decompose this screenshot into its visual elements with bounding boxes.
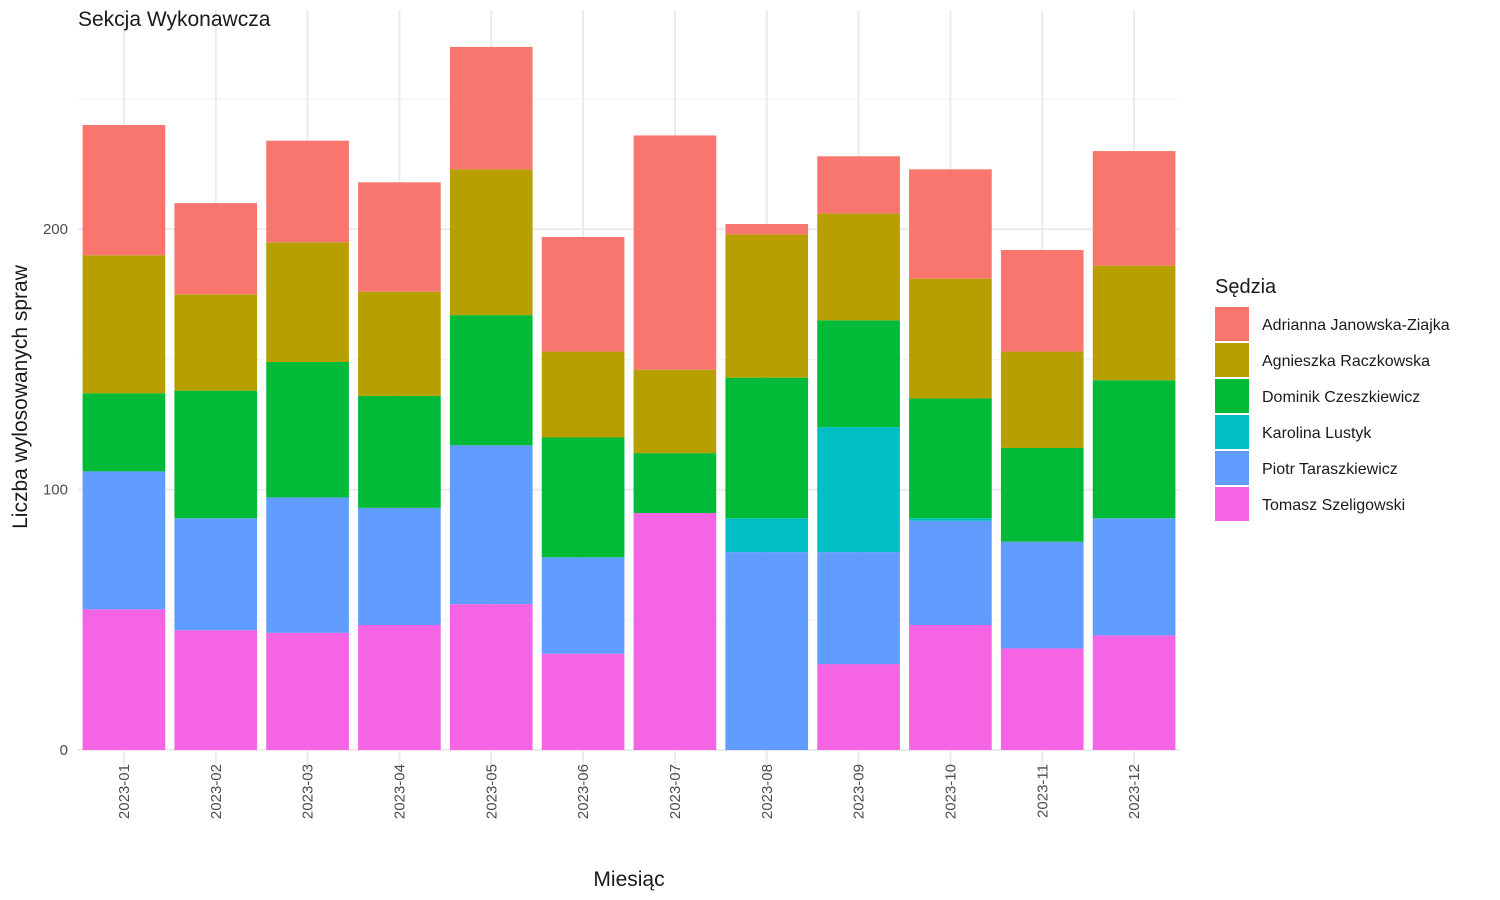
- bar-segment-dominik-czeszkiewicz-2023-12: [1092, 380, 1176, 519]
- legend-label: Dominik Czeszkiewicz: [1262, 389, 1420, 406]
- legend-key-dominik-czeszkiewicz: [1215, 379, 1249, 413]
- x-tick-label: 2023-06: [575, 764, 592, 819]
- legend-key-karolina-lustyk: [1215, 415, 1249, 449]
- y-tick-label: 200: [43, 221, 68, 238]
- bar-segment-agnieszka-raczkowska-2023-07: [633, 369, 717, 454]
- chart-title: Sekcja Wykonawcza: [78, 8, 271, 31]
- bar-segment-tomasz-szeligowski-2023-12: [1092, 635, 1176, 750]
- bar-segment-piotr-taraszkiewicz-2023-05: [449, 445, 533, 605]
- y-tick-labels: 0 100 200: [43, 221, 68, 759]
- bar-segment-adrianna-janowska-ziajka-2023-01: [82, 125, 166, 256]
- legend-label: Karolina Lustyk: [1262, 425, 1372, 442]
- x-tick-label: 2023-07: [667, 764, 684, 819]
- bar-segment-adrianna-janowska-ziajka-2023-02: [174, 203, 258, 295]
- bar-segment-adrianna-janowska-ziajka-2023-06: [541, 237, 625, 352]
- bar-segment-piotr-taraszkiewicz-2023-04: [358, 507, 441, 626]
- bar-segment-dominik-czeszkiewicz-2023-09: [817, 320, 900, 428]
- x-tick-label: 2023-08: [759, 764, 776, 819]
- bar-segment-karolina-lustyk-2023-10: [909, 518, 992, 521]
- x-tick-label: 2023-05: [483, 764, 500, 819]
- x-tick-label: 2023-03: [300, 764, 317, 819]
- bar-segment-tomasz-szeligowski-2023-06: [541, 653, 625, 750]
- bar-segment-tomasz-szeligowski-2023-07: [633, 513, 717, 750]
- bars: [82, 46, 1176, 750]
- bar-segment-dominik-czeszkiewicz-2023-05: [449, 315, 533, 446]
- bar-segment-tomasz-szeligowski-2023-02: [174, 630, 258, 750]
- bar-segment-adrianna-janowska-ziajka-2023-03: [266, 140, 349, 243]
- legend-label: Agnieszka Raczkowska: [1262, 353, 1430, 370]
- bar-segment-piotr-taraszkiewicz-2023-06: [541, 557, 625, 654]
- x-tick-label: 2023-10: [942, 764, 959, 819]
- x-tick-label: 2023-01: [116, 764, 133, 819]
- bar-segment-adrianna-janowska-ziajka-2023-08: [725, 223, 809, 235]
- bar-segment-dominik-czeszkiewicz-2023-10: [909, 398, 992, 519]
- x-tick-label: 2023-12: [1126, 764, 1143, 819]
- bar-segment-dominik-czeszkiewicz-2023-07: [633, 453, 717, 514]
- bar-segment-dominik-czeszkiewicz-2023-11: [1000, 447, 1084, 542]
- bar-segment-agnieszka-raczkowska-2023-05: [449, 169, 533, 316]
- bar-segment-agnieszka-raczkowska-2023-06: [541, 351, 625, 438]
- bar-segment-karolina-lustyk-2023-09: [817, 427, 900, 553]
- bar-segment-agnieszka-raczkowska-2023-08: [725, 234, 809, 378]
- legend-key-agnieszka-raczkowska: [1215, 343, 1249, 377]
- x-axis-title: Miesiąc: [593, 868, 664, 891]
- bar-segment-tomasz-szeligowski-2023-05: [449, 604, 533, 750]
- x-tick-label: 2023-11: [1034, 764, 1051, 818]
- bar-segment-adrianna-janowska-ziajka-2023-11: [1000, 250, 1084, 352]
- bar-segment-adrianna-janowska-ziajka-2023-10: [909, 169, 992, 279]
- bar-segment-agnieszka-raczkowska-2023-01: [82, 255, 166, 394]
- bar-segment-dominik-czeszkiewicz-2023-06: [541, 437, 625, 558]
- bar-segment-tomasz-szeligowski-2023-10: [909, 625, 992, 750]
- y-tick-label: 0: [60, 742, 68, 759]
- bar-segment-adrianna-janowska-ziajka-2023-07: [633, 135, 717, 370]
- bar-segment-agnieszka-raczkowska-2023-09: [817, 213, 900, 321]
- bar-segment-piotr-taraszkiewicz-2023-10: [909, 520, 992, 626]
- x-tick-labels: 2023-01 2023-02 2023-03 2023-04 2023-05 2023-…: [116, 764, 1143, 819]
- legend-label: Tomasz Szeligowski: [1262, 497, 1405, 514]
- bar-segment-piotr-taraszkiewicz-2023-08: [725, 552, 809, 750]
- bar-segment-adrianna-janowska-ziajka-2023-12: [1092, 151, 1176, 266]
- bar-segment-adrianna-janowska-ziajka-2023-09: [817, 156, 900, 214]
- bar-segment-tomasz-szeligowski-2023-11: [1000, 648, 1084, 750]
- bar-segment-agnieszka-raczkowska-2023-04: [358, 291, 441, 396]
- legend-key-adrianna-janowska-ziajka: [1215, 307, 1249, 341]
- bar-segment-agnieszka-raczkowska-2023-12: [1092, 265, 1176, 381]
- bar-segment-dominik-czeszkiewicz-2023-04: [358, 395, 441, 508]
- bar-segment-adrianna-janowska-ziajka-2023-05: [449, 46, 533, 170]
- bar-segment-piotr-taraszkiewicz-2023-11: [1000, 541, 1084, 649]
- bar-segment-adrianna-janowska-ziajka-2023-04: [358, 182, 441, 292]
- bar-segment-tomasz-szeligowski-2023-09: [817, 664, 900, 750]
- bar-segment-piotr-taraszkiewicz-2023-09: [817, 552, 900, 665]
- legend-key-piotr-taraszkiewicz: [1215, 451, 1249, 485]
- bar-segment-dominik-czeszkiewicz-2023-01: [82, 393, 166, 472]
- legend-label: Piotr Taraszkiewicz: [1262, 461, 1398, 478]
- bar-segment-karolina-lustyk-2023-08: [725, 518, 809, 553]
- bar-segment-piotr-taraszkiewicz-2023-02: [174, 518, 258, 631]
- x-tick-label: 2023-02: [208, 764, 225, 819]
- legend-key-tomasz-szeligowski: [1215, 487, 1249, 521]
- bar-segment-dominik-czeszkiewicz-2023-02: [174, 390, 258, 519]
- bar-segment-agnieszka-raczkowska-2023-10: [909, 278, 992, 399]
- bar-segment-tomasz-szeligowski-2023-01: [82, 609, 166, 750]
- legend-label: Adrianna Janowska-Ziajka: [1262, 317, 1450, 334]
- y-tick-label: 100: [43, 482, 68, 499]
- bar-segment-agnieszka-raczkowska-2023-02: [174, 294, 258, 391]
- x-tick-label: 2023-09: [851, 764, 868, 819]
- x-tick-label: 2023-04: [391, 764, 408, 819]
- bar-segment-tomasz-szeligowski-2023-03: [266, 632, 349, 750]
- legend: Adrianna Janowska-Ziajka Agnieszka Raczko…: [1215, 307, 1450, 521]
- bar-segment-tomasz-szeligowski-2023-04: [358, 625, 441, 750]
- y-axis-title: Liczba wylosowanych spraw: [9, 264, 32, 529]
- bar-segment-piotr-taraszkiewicz-2023-03: [266, 497, 349, 633]
- bar-segment-dominik-czeszkiewicz-2023-08: [725, 377, 809, 519]
- legend-title: Sędzia: [1215, 276, 1277, 298]
- bar-segment-piotr-taraszkiewicz-2023-01: [82, 471, 166, 610]
- bar-segment-piotr-taraszkiewicz-2023-12: [1092, 518, 1176, 636]
- bar-segment-dominik-czeszkiewicz-2023-03: [266, 362, 349, 498]
- bar-segment-agnieszka-raczkowska-2023-11: [1000, 351, 1084, 448]
- bar-segment-agnieszka-raczkowska-2023-03: [266, 242, 349, 363]
